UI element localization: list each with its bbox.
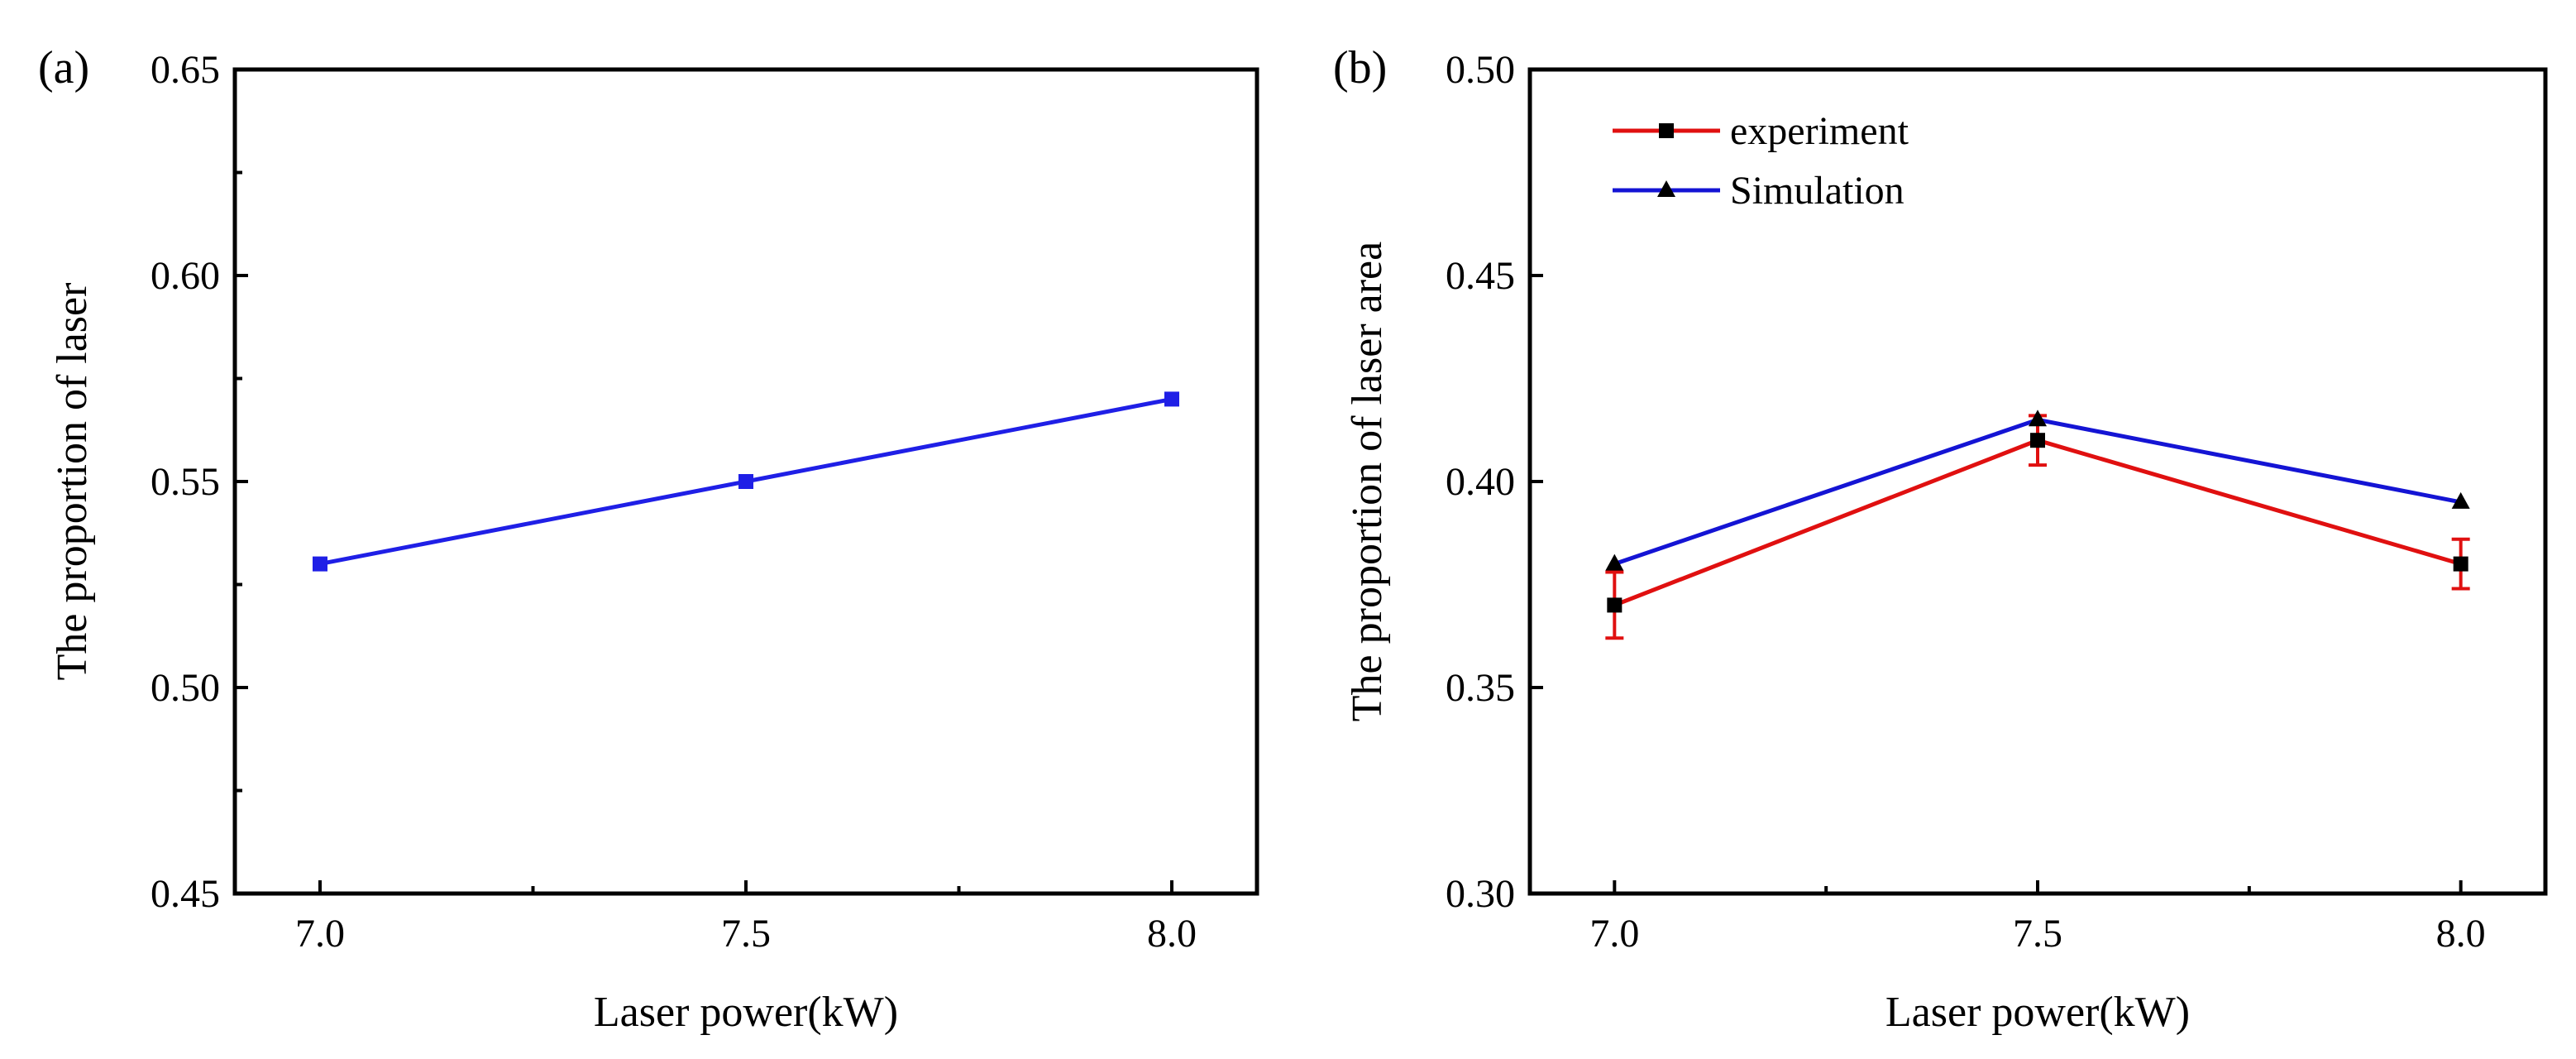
legend-label: experiment <box>1730 109 1909 153</box>
data-point <box>1605 553 1624 571</box>
data-point <box>2029 410 2047 427</box>
panel-b: 0.30 0.35 0.40 0.45 0.50 7.0 7.5 8.0 Laser power… <box>1333 42 2548 1036</box>
data-point <box>1164 391 1179 407</box>
legend-marker <box>1657 180 1675 197</box>
y-tick-label: 0.30 <box>1446 872 1515 916</box>
panel-label: (b) <box>1333 42 1387 93</box>
y-tick-label: 0.55 <box>151 460 220 504</box>
y-tick-label: 0.65 <box>151 48 220 92</box>
y-tick-label: 0.50 <box>1446 48 1515 92</box>
y-tick-label: 0.35 <box>1446 666 1515 710</box>
data-point <box>2451 491 2470 509</box>
y-axis-title: The proportion of laser area <box>1344 242 1391 721</box>
panel-label: (a) <box>38 42 89 93</box>
data-point <box>738 474 753 489</box>
plot-frame <box>1527 67 2548 896</box>
panel-a: 0.45 0.50 0.55 0.60 0.65 7.0 7.5 8.0 Laser power… <box>38 42 1259 1036</box>
y-tick-label: 0.50 <box>151 666 220 710</box>
x-tick-label: 7.0 <box>295 912 345 956</box>
y-tick-label: 0.45 <box>1446 254 1515 298</box>
x-tick-label: 8.0 <box>1147 912 1197 956</box>
y-tick-label: 0.40 <box>1446 460 1515 504</box>
y-axis-title: The proportion of laser <box>49 283 96 681</box>
data-point <box>313 556 327 572</box>
y-tick-label: 0.45 <box>151 872 220 916</box>
x-axis-title: Laser power(kW) <box>594 989 898 1036</box>
legend-label: Simulation <box>1730 169 1905 213</box>
x-tick-label: 7.5 <box>2013 912 2062 956</box>
data-point <box>2030 433 2045 448</box>
x-tick-label: 7.0 <box>1589 912 1639 956</box>
x-axis-title: Laser power(kW) <box>1885 989 2190 1036</box>
data-point <box>2453 556 2468 572</box>
data-point <box>1607 597 1623 613</box>
legend-marker <box>1659 123 1674 138</box>
x-tick-label: 8.0 <box>2436 912 2486 956</box>
y-tick-label: 0.60 <box>151 254 220 298</box>
x-tick-label: 7.5 <box>721 912 771 956</box>
